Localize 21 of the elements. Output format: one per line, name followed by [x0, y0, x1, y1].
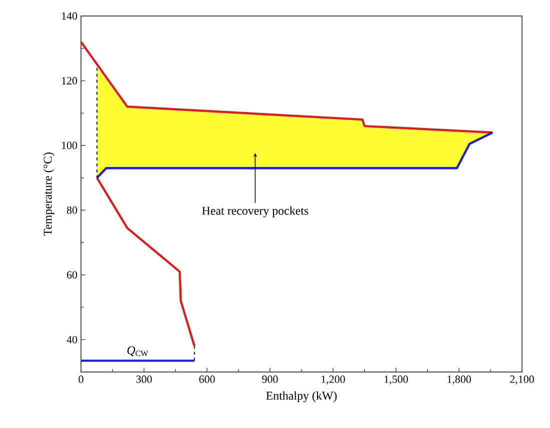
x-axis-title: Enthalpy (kW) — [266, 391, 337, 402]
y-tick-label: 100 — [62, 142, 78, 150]
y-tick-label: 120 — [62, 77, 78, 84]
y-tick-label: 80 — [66, 206, 78, 214]
series-label: Q$_{CW}$ — [127, 346, 148, 356]
line-series — [96, 176, 196, 348]
x-tick-label: 1,500 — [384, 376, 408, 384]
y-tick-label: 60 — [66, 271, 78, 279]
x-tick-label: 300 — [136, 376, 152, 383]
x-tick-label: 0 — [78, 376, 84, 383]
x-tick-label: 900 — [262, 376, 278, 383]
x-tick-label: 2,100 — [510, 376, 534, 384]
line-series — [96, 131, 494, 179]
annotation: Heat recovery pockets — [202, 206, 308, 218]
y-tick-label: 40 — [66, 336, 78, 344]
x-tick-label: 600 — [199, 376, 215, 383]
line-series — [80, 40, 494, 134]
x-tick-label: 1,800 — [448, 376, 471, 384]
y-axis-title: Temperature (°C) — [43, 152, 54, 236]
x-tick-label: 1,200 — [322, 376, 345, 384]
y-tick-label: 140 — [62, 12, 78, 20]
